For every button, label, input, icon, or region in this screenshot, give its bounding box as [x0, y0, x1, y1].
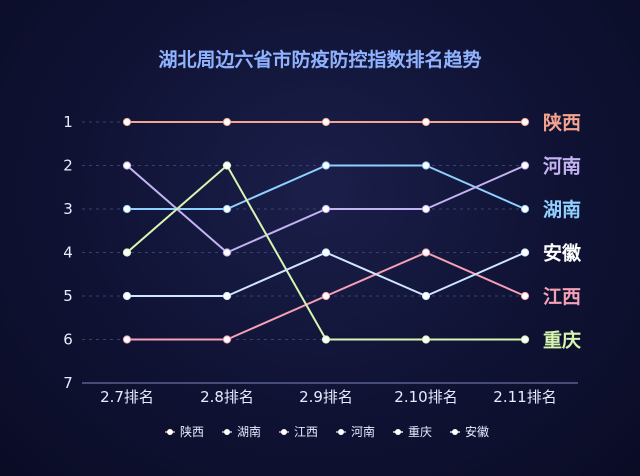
y-tick-label: 1: [63, 113, 73, 131]
end-label: 重庆: [543, 329, 581, 352]
legend-marker: [338, 429, 344, 435]
data-point: [520, 248, 530, 257]
data-point: [122, 248, 132, 257]
series-河南: [122, 161, 530, 257]
data-point: [321, 117, 331, 127]
x-tick-label: 2.10排名: [394, 388, 457, 406]
y-tick-label: 7: [63, 374, 73, 392]
series-湖南: [122, 161, 530, 214]
data-point: [520, 117, 530, 127]
data-point: [222, 117, 232, 127]
data-point: [222, 204, 232, 214]
legend-item: 湖南: [222, 424, 261, 439]
data-point: [321, 204, 331, 214]
series-line: [127, 164, 526, 210]
legend-marker: [224, 429, 230, 435]
y-tick-label: 6: [63, 331, 73, 349]
data-point: [520, 335, 530, 344]
y-tick-label: 5: [63, 287, 73, 305]
end-label: 河南: [543, 156, 581, 178]
legend-item: 安徽: [450, 424, 489, 439]
legend-item: 陕西: [165, 424, 204, 439]
data-point: [321, 161, 331, 170]
y-axis: 1 2 3 4 5 6 7: [63, 113, 73, 392]
legend-marker: [281, 429, 287, 435]
y-tick-label: 3: [63, 200, 73, 218]
data-point: [321, 248, 331, 257]
data-point: [520, 161, 530, 170]
x-tick-label: 2.11排名: [493, 388, 556, 406]
data-point: [421, 291, 431, 301]
series-陕西: [122, 117, 530, 127]
x-tick-label: 2.8排名: [200, 388, 254, 406]
y-tick-label: 4: [63, 244, 73, 262]
data-point: [122, 291, 132, 301]
legend-marker: [452, 429, 458, 435]
chart-title: 湖北周边六省市防疫防控指数排名趋势: [158, 48, 481, 71]
x-axis: 2.7排名 2.8排名 2.9排名 2.10排名 2.11排名: [100, 388, 557, 406]
legend-item: 河南: [336, 424, 375, 439]
legend-label: 重庆: [408, 425, 432, 439]
end-label: 湖南: [543, 199, 581, 221]
end-label: 陕西: [543, 111, 581, 134]
data-point: [122, 161, 132, 170]
data-point: [421, 117, 431, 127]
x-tick-label: 2.9排名: [299, 388, 353, 406]
legend-label: 陕西: [180, 424, 204, 439]
data-point: [122, 117, 132, 127]
data-point: [520, 204, 530, 214]
series-安徽: [122, 248, 530, 301]
data-point: [421, 161, 431, 170]
data-point: [222, 291, 232, 301]
legend-label: 江西: [294, 425, 318, 439]
series-江西: [122, 248, 530, 344]
legend-marker: [167, 429, 173, 435]
data-point: [222, 335, 232, 344]
data-point: [421, 335, 431, 344]
end-label: 江西: [543, 286, 581, 308]
data-point: [222, 161, 232, 170]
legend: 陕西 湖南 江西 河南 重庆 安徽: [165, 424, 489, 439]
data-point: [520, 291, 530, 301]
data-point: [321, 291, 331, 301]
legend-marker: [395, 429, 401, 435]
data-point: [421, 248, 431, 257]
series-lines: [122, 117, 530, 344]
series-line: [127, 251, 526, 297]
data-point: [321, 335, 331, 344]
data-point: [421, 204, 431, 214]
data-point: [222, 248, 232, 257]
series-重庆: [122, 161, 530, 344]
legend-label: 河南: [351, 424, 375, 439]
legend-label: 安徽: [465, 424, 489, 439]
legend-label: 湖南: [237, 424, 261, 439]
legend-item: 江西: [279, 425, 318, 439]
x-tick-label: 2.7排名: [100, 388, 154, 406]
data-point: [122, 335, 132, 344]
end-label: 安徽: [543, 242, 582, 265]
y-tick-label: 2: [63, 157, 73, 175]
data-point: [122, 204, 132, 214]
legend-item: 重庆: [393, 425, 432, 439]
